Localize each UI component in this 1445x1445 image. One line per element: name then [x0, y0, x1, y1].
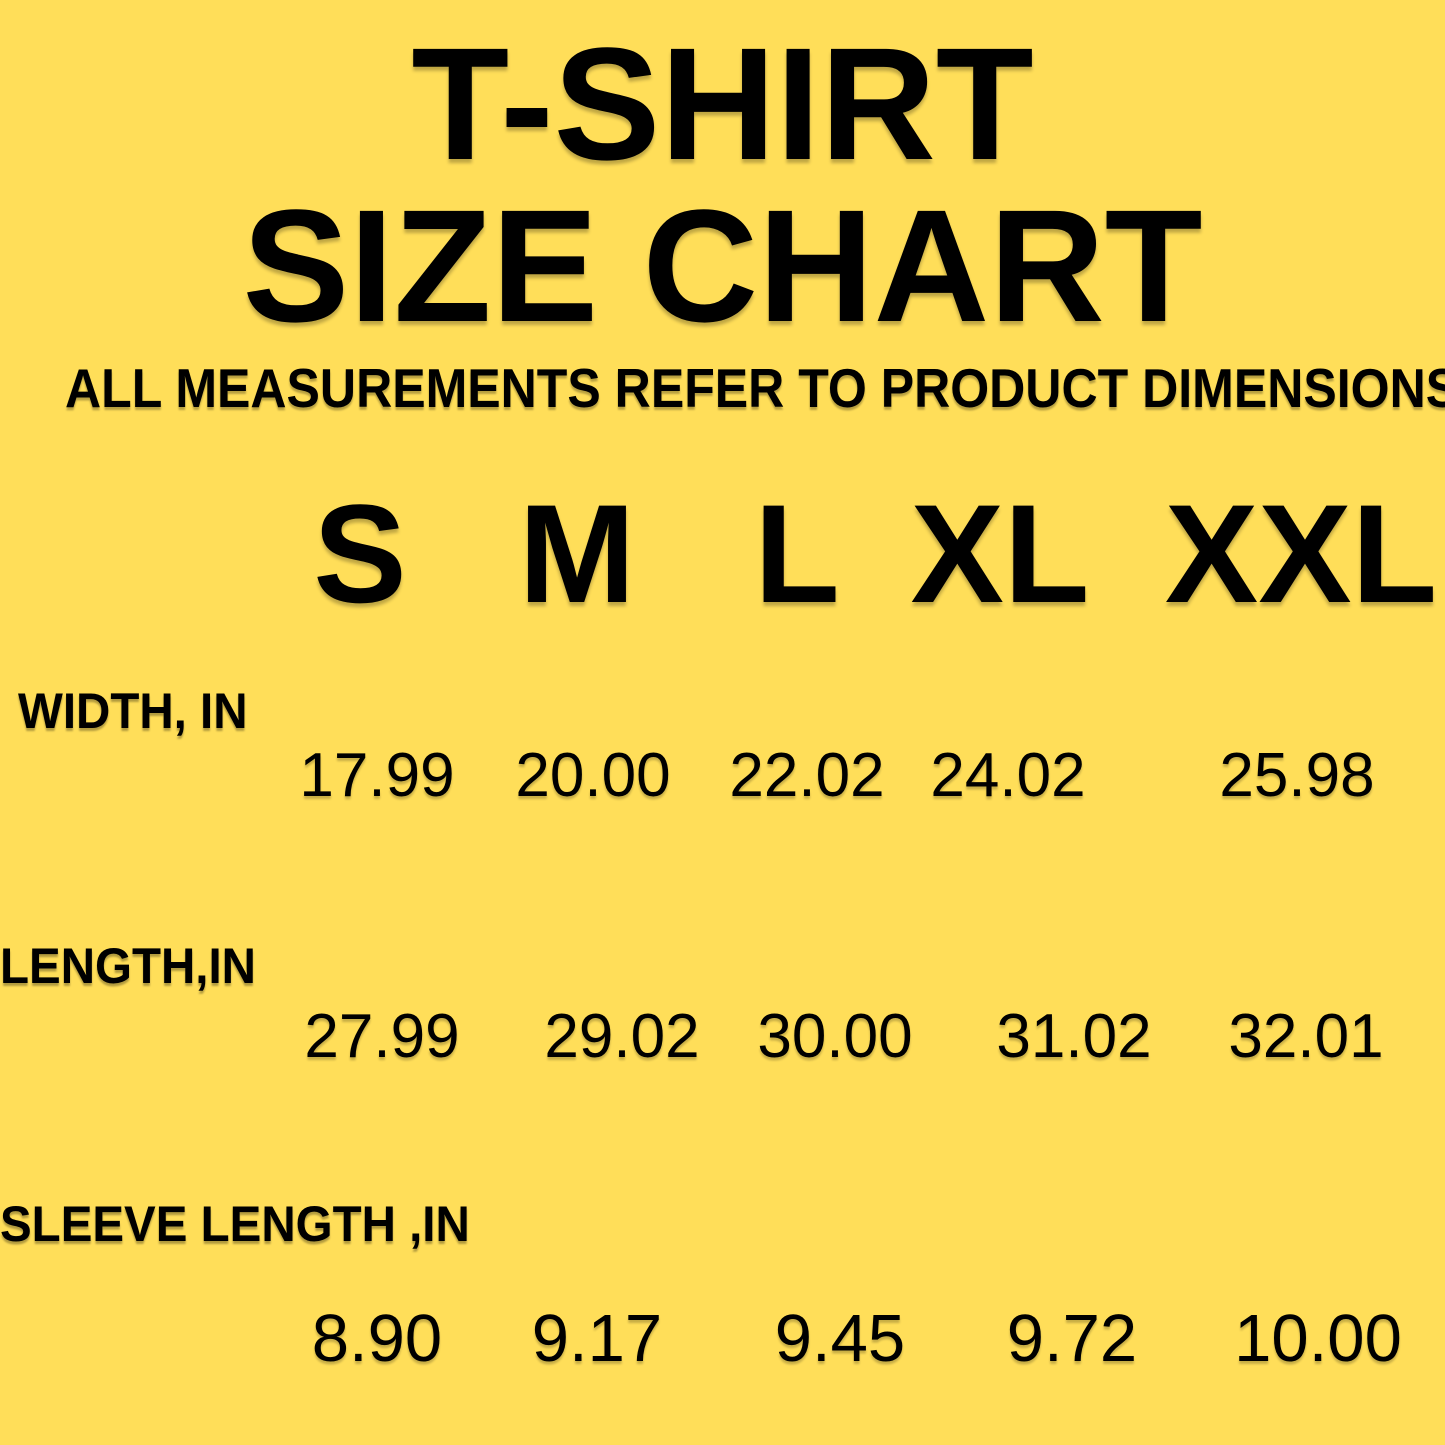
row-label-sleeve-length: SLEEVE LENGTH ,IN — [0, 1196, 470, 1252]
row-label-length: LENGTH,IN — [0, 938, 256, 994]
sleeve-value-xxl: 10.00 — [1234, 1301, 1402, 1376]
row-label-width: WIDTH, IN — [18, 683, 248, 739]
sleeve-value-xl: 9.72 — [1006, 1301, 1138, 1376]
length-value-s: 27.99 — [304, 1002, 460, 1071]
poster-subtitle: ALL MEASUREMENTS REFER TO PRODUCT DIMENS… — [65, 357, 1445, 419]
size-header-l: L — [754, 475, 840, 632]
length-value-m: 29.02 — [544, 1002, 700, 1071]
length-value-xxl: 32.01 — [1228, 1002, 1384, 1071]
sleeve-value-l: 9.45 — [774, 1301, 906, 1376]
sleeve-value-s: 8.90 — [311, 1301, 443, 1376]
size-header-xxl: XXL — [1164, 475, 1438, 632]
sleeve-value-m: 9.17 — [531, 1301, 663, 1376]
poster-title-line2: SIZE CHART — [242, 176, 1203, 355]
poster-title-line1: T-SHIRT — [411, 14, 1034, 193]
size-header-s: S — [313, 475, 407, 632]
width-value-xl: 24.02 — [930, 741, 1086, 810]
width-value-l: 22.02 — [729, 741, 885, 810]
width-value-m: 20.00 — [515, 741, 671, 810]
size-header-xl: XL — [910, 475, 1090, 632]
width-value-s: 17.99 — [299, 741, 455, 810]
width-value-xxl: 25.98 — [1219, 741, 1375, 810]
length-value-xl: 31.02 — [996, 1002, 1152, 1071]
length-value-l: 30.00 — [757, 1002, 913, 1071]
size-header-m: M — [518, 475, 636, 632]
